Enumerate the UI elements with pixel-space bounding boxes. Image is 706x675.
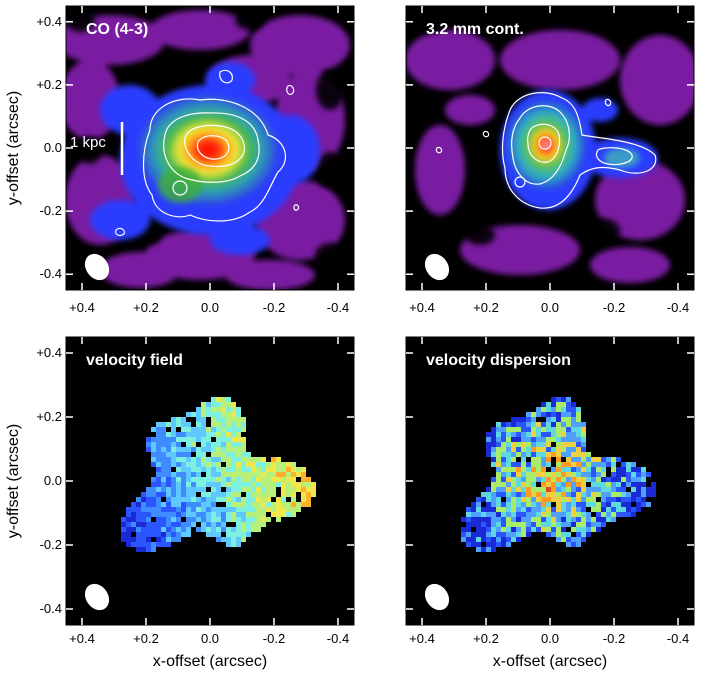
x-axis-label-left: x-offset (arcsec) — [153, 653, 267, 670]
x-tick-label: -0.2 — [603, 631, 625, 646]
continuum-core — [506, 100, 586, 190]
panel-title-dispersion: velocity dispersion — [426, 352, 571, 369]
x-tick-label: 0.0 — [541, 300, 559, 315]
panel-velocity-dispersion: velocity dispersion — [406, 337, 694, 625]
x-tick-label: -0.4 — [667, 631, 689, 646]
y-tick-label: -0.4 — [40, 266, 62, 281]
beam-ellipse — [424, 583, 450, 611]
y-tick-label: 0.0 — [44, 473, 62, 488]
x-tick-label: 0.0 — [541, 631, 559, 646]
panel-title-velocity: velocity field — [86, 352, 183, 369]
x-tick-label: -0.4 — [327, 300, 349, 315]
x-tick-label: -0.2 — [263, 300, 285, 315]
x-tick-label: +0.4 — [69, 300, 95, 315]
panel-velocity-field: velocity field — [66, 337, 354, 625]
y-tick-label: -0.2 — [40, 203, 62, 218]
y-tick-label: +0.4 — [36, 14, 62, 29]
velocity-pixels — [121, 397, 316, 552]
x-tick-label: -0.2 — [263, 631, 285, 646]
tick-labels: +0.4 +0.2 0.0 -0.2 -0.4 +0.4 +0.2 0.0 -0.2 -0.4 +0… — [36, 14, 689, 646]
scale-bar-label: 1 kpc — [70, 134, 106, 151]
x-tick-label: -0.2 — [603, 300, 625, 315]
y-tick-label: +0.2 — [36, 409, 62, 424]
y-tick-label: 0.0 — [44, 140, 62, 155]
dispersion-pixels — [461, 397, 656, 552]
contours — [435, 92, 657, 209]
y-axis-label-bottom: y-offset (arcsec) — [5, 424, 22, 538]
panel-frames — [65, 5, 695, 626]
beam-ellipse — [84, 253, 110, 281]
x-axis-label-right: x-offset (arcsec) — [493, 653, 607, 670]
x-tick-label: +0.2 — [133, 300, 159, 315]
x-tick-label: 0.0 — [201, 631, 219, 646]
y-tick-label: +0.2 — [36, 77, 62, 92]
x-tick-label: +0.2 — [133, 631, 159, 646]
x-tick-label: +0.2 — [473, 631, 499, 646]
y-tick-label: -0.2 — [40, 537, 62, 552]
panel-title-continuum: 3.2 mm cont. — [426, 21, 524, 38]
y-axis-label-top: y-offset (arcsec) — [5, 91, 22, 205]
y-tick-label: +0.4 — [36, 345, 62, 360]
x-tick-label: +0.4 — [409, 300, 435, 315]
beam-ellipse — [424, 253, 450, 281]
contours — [115, 69, 300, 236]
x-tick-label: +0.4 — [409, 631, 435, 646]
x-tick-label: -0.4 — [327, 631, 349, 646]
beam-ellipse — [84, 583, 110, 611]
x-tick-label: +0.2 — [473, 300, 499, 315]
x-tick-label: -0.4 — [667, 300, 689, 315]
panel-co-map: 1 kpc CO (4-3) — [66, 6, 354, 290]
noise-emission — [406, 30, 694, 283]
panel-title-co: CO (4-3) — [86, 21, 148, 38]
x-tick-label: 0.0 — [201, 300, 219, 315]
x-tick-label: +0.4 — [69, 631, 95, 646]
panel-continuum-map: 3.2 mm cont. — [406, 6, 694, 290]
y-tick-label: -0.4 — [40, 601, 62, 616]
